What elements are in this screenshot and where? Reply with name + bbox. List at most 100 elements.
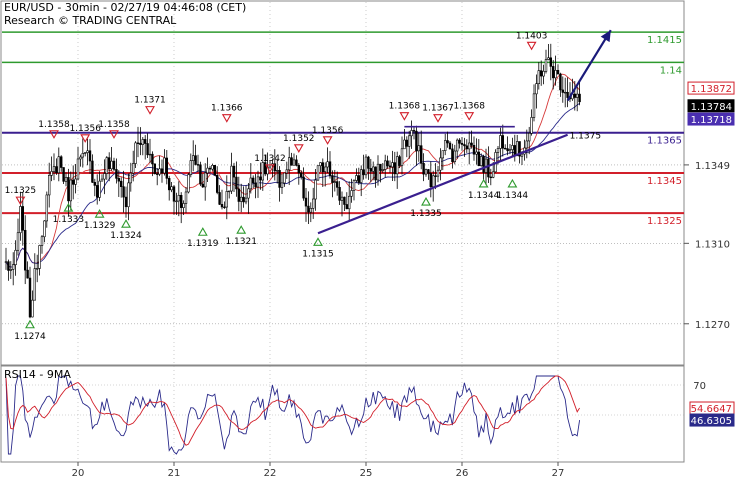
candle-body (290, 157, 293, 166)
candle-body (446, 140, 449, 144)
candle-body (371, 166, 375, 172)
annotation-label: 1.1368 (453, 102, 485, 112)
candle-body (403, 139, 406, 150)
candle-body (182, 203, 185, 208)
candle-body (244, 197, 248, 203)
candle-body (496, 148, 500, 153)
candle-body (530, 117, 533, 134)
bearish-marker-icon (464, 112, 475, 121)
candle-body (213, 164, 216, 176)
candle-body (33, 268, 37, 301)
annotation-label: 1.1325 (5, 186, 37, 196)
rsi-line (5, 375, 581, 455)
level-label: 1.14 (660, 65, 682, 76)
annotation-label: 1.1366 (211, 104, 243, 114)
candle-body (357, 175, 360, 183)
candle-body (407, 135, 411, 147)
candle-body (151, 153, 154, 165)
annotation-label: 1.1324 (110, 231, 142, 241)
candle-body (43, 220, 46, 238)
candle-body (124, 196, 128, 208)
bullish-marker-icon (421, 196, 431, 206)
x-tick-label: 22 (264, 468, 277, 479)
annotation-label: 1.1342 (254, 154, 286, 164)
candle-body (547, 57, 550, 60)
candle-body (350, 190, 353, 197)
candle-body (144, 139, 147, 144)
candle-body (328, 161, 332, 176)
x-tick-label: 27 (552, 468, 565, 479)
candle-body (206, 167, 209, 174)
candle-body (156, 173, 159, 175)
level-label: 1.1325 (647, 216, 682, 227)
symbol-title: EUR/USD - 30min - 02/27/19 04:46:08 (CET… (4, 1, 246, 14)
candle-body (146, 143, 149, 156)
candle-body (573, 93, 577, 98)
candle-body (309, 208, 312, 213)
candle-body (4, 261, 8, 263)
candle-body (31, 299, 34, 318)
bullish-marker-icon (478, 178, 489, 188)
candle-body (556, 70, 560, 75)
candle-body (249, 177, 252, 190)
candle-body (160, 168, 164, 174)
rsi-ma-badge-label: 54.6647 (691, 404, 732, 415)
candle-body (575, 93, 579, 98)
candle-body (355, 175, 358, 181)
candle-body (232, 165, 236, 178)
candle-body (367, 156, 370, 169)
candle-body (429, 173, 432, 187)
x-tick-label: 25 (360, 468, 373, 479)
annotation-label: 1.1344 (497, 191, 529, 201)
rsi-badge-label: 46.6305 (691, 416, 732, 427)
candle-body (376, 163, 380, 181)
arrow-head (600, 30, 611, 43)
candle-body (441, 150, 444, 159)
candle-body (216, 174, 219, 193)
candle-body (467, 142, 471, 150)
candle-body (549, 57, 553, 67)
candle-body (153, 163, 156, 175)
annotation-label: 1.1356 (69, 124, 101, 134)
candle-body (275, 170, 279, 172)
candle-body (417, 145, 420, 152)
candle-body (59, 156, 63, 168)
candle-body (501, 135, 504, 149)
candle-body (177, 194, 180, 202)
candle-body (12, 264, 15, 270)
candle-body (208, 167, 212, 170)
candle-body (235, 176, 238, 190)
candle-body (86, 150, 89, 153)
x-tick-label: 20 (72, 468, 85, 479)
x-tick-label: 21 (168, 468, 181, 479)
candle-body (168, 178, 171, 191)
candle-body (539, 70, 543, 77)
candle-body (141, 139, 144, 145)
candle-body (465, 145, 468, 150)
annotation-label: 1.1335 (410, 209, 442, 219)
candle-body (554, 70, 557, 79)
candle-body (220, 204, 224, 208)
candle-body (381, 169, 384, 171)
rsi-title: RSI14 - 9MA (4, 368, 71, 381)
candle-body (230, 165, 233, 192)
candle-body (321, 162, 324, 172)
annotation-label: 1.1329 (84, 221, 116, 231)
candle-body (453, 150, 456, 162)
candle-body (419, 145, 423, 164)
bullish-marker-icon (25, 319, 35, 329)
candle-body (436, 169, 440, 177)
annotation-label: 1.1274 (14, 332, 46, 342)
level-label: 1.1345 (647, 176, 682, 187)
bearish-marker-icon (526, 41, 537, 51)
candle-body (148, 153, 152, 156)
candle-body (228, 190, 231, 193)
candle-body (189, 160, 192, 175)
candle-body (311, 198, 315, 209)
candle-body (76, 158, 80, 180)
price-badge (687, 81, 735, 95)
candle-body (201, 183, 204, 188)
candle-body (383, 160, 387, 170)
annotation-label: 1.1333 (53, 215, 85, 225)
candle-body (199, 164, 202, 185)
